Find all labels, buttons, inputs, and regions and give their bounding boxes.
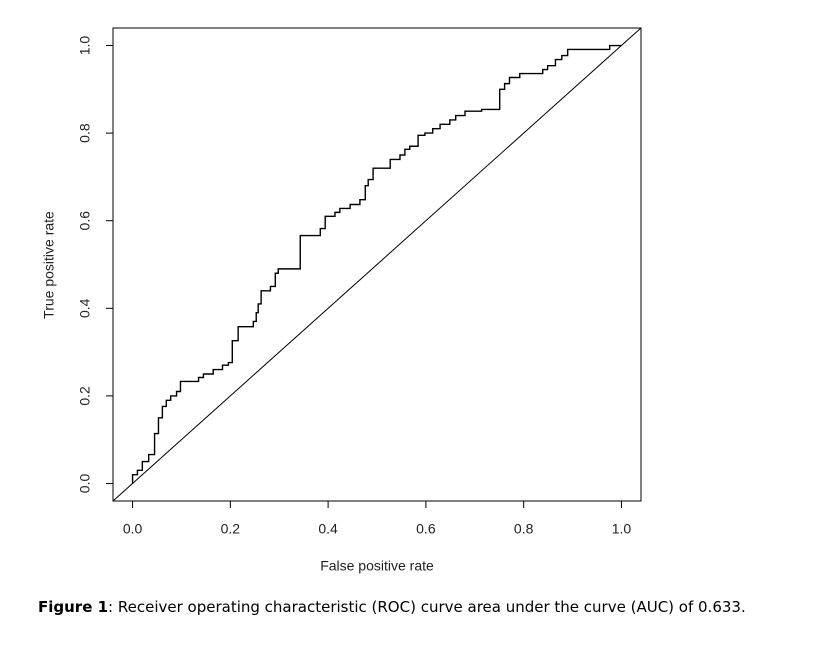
x-tick-label: 0.4: [318, 521, 338, 537]
y-tick-label: 0.4: [77, 298, 93, 318]
y-tick-label: 0.2: [77, 386, 93, 406]
caption-text: : Receiver operating characteristic (ROC…: [108, 598, 746, 616]
x-axis-label: False positive rate: [320, 558, 434, 574]
y-tick-label: 0.6: [77, 211, 93, 231]
caption-label: Figure 1: [38, 598, 108, 616]
x-tick-label: 1.0: [612, 521, 632, 537]
x-tick-label: 0.2: [221, 521, 241, 537]
y-tick-label: 0.8: [77, 123, 93, 143]
x-tick-label: 0.0: [123, 521, 143, 537]
x-tick-label: 0.8: [514, 521, 534, 537]
y-tick-label: 0.0: [77, 474, 93, 494]
reference-diagonal: [112, 27, 642, 502]
roc-curve: [131, 44, 622, 484]
y-axis-label: True positive rate: [41, 211, 57, 319]
x-tick-label: 0.6: [416, 521, 436, 537]
y-tick-label: 1.0: [77, 36, 93, 56]
caption: Figure 1: Receiver operating characteris…: [38, 598, 746, 616]
